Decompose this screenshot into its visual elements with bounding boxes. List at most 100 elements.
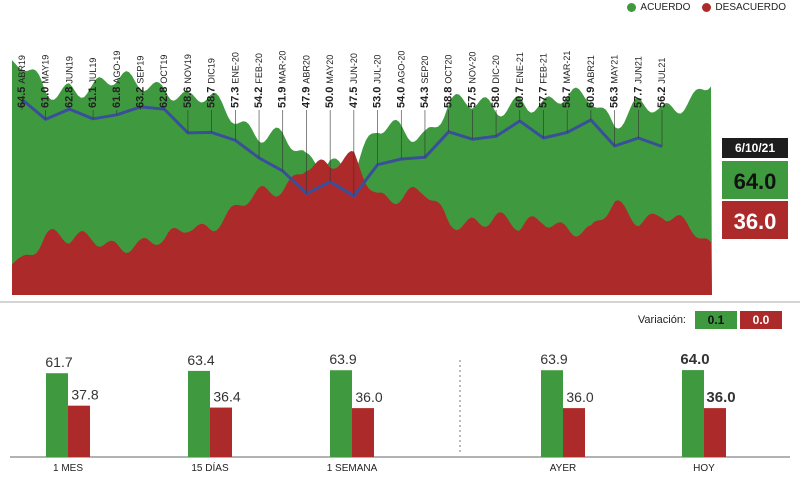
bar-disagree bbox=[563, 408, 585, 457]
period-bar-chart: Variación: 0.1 0.0 61.7 37.8 1 MES 63.4 36.4… bbox=[0, 301, 800, 474]
approval-point-value: 47.9 bbox=[300, 87, 312, 108]
bar-agree bbox=[188, 370, 210, 457]
approval-point-month: JUN-20 bbox=[349, 53, 359, 84]
bar-category-label: 15 DÍAS bbox=[191, 461, 229, 474]
bar-disagree-label: 37.8 bbox=[71, 387, 98, 403]
variation-label: Variación: bbox=[638, 314, 686, 326]
approval-point-label: 62.8 OCT19 bbox=[158, 55, 170, 108]
bar-disagree bbox=[68, 405, 90, 457]
variation-disagree-box bbox=[740, 311, 782, 329]
approval-point-value: 60.7 bbox=[514, 87, 526, 108]
approval-point-value: 56.2 bbox=[656, 87, 668, 108]
bar-agree-label: 63.4 bbox=[187, 352, 214, 368]
approval-point-month: NOV-20 bbox=[467, 52, 477, 84]
approval-point-month: SEP19 bbox=[136, 56, 146, 84]
approval-point-label: 58.7 MAR-21 bbox=[561, 51, 573, 108]
bar-disagree bbox=[352, 408, 374, 457]
approval-point-label: 61.8 AGO-19 bbox=[111, 51, 123, 108]
approval-point-label: 63.2 SEP19 bbox=[135, 56, 147, 108]
approval-point-month: OCT20 bbox=[444, 55, 454, 84]
approval-point-value: 54.2 bbox=[253, 87, 265, 108]
approval-point-value: 57.5 bbox=[466, 87, 478, 108]
legend-disagree-label: DESACUERDO bbox=[715, 2, 786, 13]
approval-point-month: JUL-20 bbox=[373, 55, 383, 84]
approval-point-value: 63.2 bbox=[135, 87, 147, 108]
legend: ACUERDO DESACUERDO bbox=[627, 2, 786, 13]
approval-point-value: 57.7 bbox=[537, 87, 549, 108]
approval-point-month: AGO-19 bbox=[112, 51, 122, 84]
approval-point-label: 57.7 FEB-21 bbox=[537, 53, 549, 108]
approval-point-label: 58.0 DIC-20 bbox=[490, 55, 502, 108]
approval-point-month: JUN21 bbox=[633, 56, 643, 84]
approval-point-month: MAR-21 bbox=[562, 51, 572, 84]
approval-point-label: 57.5 NOV-20 bbox=[466, 52, 478, 108]
bar-disagree-label: 36.4 bbox=[213, 389, 240, 405]
approval-point-month: DIC19 bbox=[207, 58, 217, 84]
approval-point-label: 57.3 ENE-20 bbox=[229, 52, 241, 108]
bar-disagree-label: 36.0 bbox=[566, 389, 593, 405]
legend-agree-label: ACUERDO bbox=[640, 2, 691, 13]
current-agree-box bbox=[722, 161, 788, 199]
approval-point-label: 60.7 ENE-21 bbox=[514, 52, 526, 108]
approval-point-label: 64.5 ABR19 bbox=[16, 55, 28, 108]
current-disagree-box bbox=[722, 201, 788, 239]
bar-category-label: 1 SEMANA bbox=[327, 463, 378, 474]
approval-point-label: 54.2 FEB-20 bbox=[253, 53, 265, 108]
legend-agree-dot-icon bbox=[627, 3, 637, 12]
approval-point-label: 58.8 OCT20 bbox=[443, 55, 455, 108]
variation-agree-box bbox=[695, 311, 737, 329]
approval-point-label: 56.3 MAY21 bbox=[609, 55, 621, 108]
approval-point-label: 60.9 ABR21 bbox=[585, 55, 597, 108]
approval-point-label: 51.9 MAR-20 bbox=[277, 51, 289, 108]
approval-point-value: 58.0 bbox=[490, 87, 502, 108]
current-date-box bbox=[722, 138, 788, 158]
bar-agree-label: 64.0 bbox=[680, 351, 709, 368]
approval-point-value: 64.5 bbox=[16, 87, 28, 108]
approval-point-value: 58.6 bbox=[182, 87, 194, 108]
approval-point-month: JUN19 bbox=[64, 56, 74, 84]
approval-point-month: ABR20 bbox=[301, 55, 311, 84]
approval-point-month: ABR19 bbox=[17, 55, 27, 84]
current-agree-value: 64.0 bbox=[734, 169, 777, 194]
approval-point-value: 53.0 bbox=[372, 87, 384, 108]
approval-point-month: OCT19 bbox=[159, 55, 169, 84]
bar-disagree-label: 36.0 bbox=[355, 389, 382, 405]
approval-point-month: FEB-21 bbox=[538, 53, 548, 84]
bar-disagree bbox=[704, 408, 726, 457]
current-disagree-value: 36.0 bbox=[734, 209, 777, 234]
approval-point-value: 54.0 bbox=[395, 87, 407, 108]
approval-point-label: 54.0 AGO-20 bbox=[395, 51, 407, 108]
approval-point-month: ENE-20 bbox=[230, 52, 240, 84]
disagree-area bbox=[12, 151, 712, 295]
approval-point-month: AGO-20 bbox=[396, 51, 406, 84]
approval-point-value: 62.8 bbox=[63, 87, 75, 108]
approval-point-month: DIC-20 bbox=[491, 55, 501, 84]
approval-point-label: 62.8 JUN19 bbox=[63, 56, 75, 108]
approval-point-label: 61.1 JUL19 bbox=[87, 58, 99, 108]
approval-line-path bbox=[21, 98, 663, 198]
approval-point-value: 50.0 bbox=[324, 87, 336, 108]
approval-point-label: 58.6 NOV19 bbox=[182, 54, 194, 108]
variation-disagree: 0.0 bbox=[753, 313, 770, 327]
agree-disagree-areas bbox=[12, 60, 712, 295]
approval-point-label: 50.0 MAY20 bbox=[324, 55, 336, 108]
bar-agree-label: 63.9 bbox=[540, 351, 567, 367]
approval-point-value: 58.7 bbox=[206, 87, 218, 108]
approval-point-label: 58.7 DIC19 bbox=[206, 58, 218, 108]
variation-panel: Variación: 0.1 0.0 bbox=[638, 311, 782, 329]
approval-point-value: 62.8 bbox=[158, 87, 170, 108]
approval-point-value: 47.5 bbox=[348, 87, 360, 108]
bar-category-label: 1 MES bbox=[53, 463, 83, 474]
approval-point-month: ABR21 bbox=[586, 55, 596, 84]
approval-point-month: FEB-20 bbox=[254, 53, 264, 84]
approval-point-month: MAY20 bbox=[325, 55, 335, 84]
approval-point-value: 61.8 bbox=[111, 87, 123, 108]
legend-agree: ACUERDO bbox=[627, 2, 690, 13]
approval-point-label: 54.3 SEP20 bbox=[419, 56, 431, 108]
approval-point-value: 54.3 bbox=[419, 87, 431, 108]
bar-disagree bbox=[210, 407, 232, 457]
approval-point-value: 60.9 bbox=[585, 87, 597, 108]
approval-point-month: JUL19 bbox=[88, 58, 98, 84]
approval-point-month: JUL21 bbox=[657, 58, 667, 84]
approval-point-value: 57.3 bbox=[229, 87, 241, 108]
